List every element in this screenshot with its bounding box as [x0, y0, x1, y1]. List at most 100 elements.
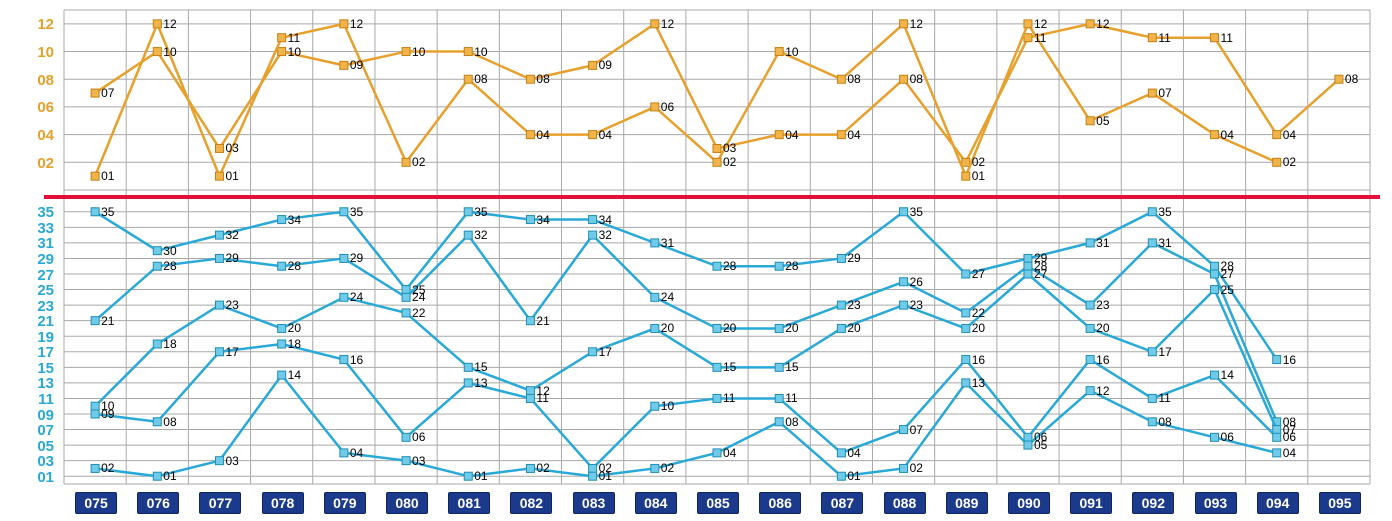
value-label: 29 — [847, 251, 860, 265]
value-label: 35 — [350, 205, 363, 219]
value-label: 06 — [1283, 430, 1296, 444]
x-category-label: 085 — [697, 492, 739, 514]
value-label: 04 — [536, 128, 549, 142]
value-label: 04 — [1221, 128, 1234, 142]
x-category-label: 077 — [199, 492, 241, 514]
x-category-label: 091 — [1070, 492, 1112, 514]
value-label: 21 — [536, 314, 549, 328]
value-label: 34 — [599, 213, 612, 227]
value-label: 31 — [661, 236, 674, 250]
y-tick-label: 03 — [0, 453, 54, 470]
x-category-label: 090 — [1008, 492, 1050, 514]
value-label: 10 — [288, 45, 301, 59]
value-label: 02 — [723, 155, 736, 169]
value-label: 07 — [101, 86, 114, 100]
value-label: 08 — [785, 415, 798, 429]
y-tick-label: 33 — [0, 220, 54, 237]
value-label: 24 — [661, 290, 674, 304]
x-category-label: 092 — [1132, 492, 1174, 514]
value-label: 02 — [536, 461, 549, 475]
value-label: 26 — [910, 275, 923, 289]
x-category-label: 087 — [821, 492, 863, 514]
value-label: 15 — [785, 360, 798, 374]
y-tick-label: 07 — [0, 422, 54, 439]
value-label: 11 — [1158, 391, 1170, 405]
value-label: 11 — [723, 391, 735, 405]
value-label: 01 — [101, 169, 114, 183]
value-label: 31 — [1158, 236, 1171, 250]
value-label: 20 — [661, 321, 674, 335]
y-tick-label: 35 — [0, 204, 54, 221]
value-label: 14 — [1221, 368, 1234, 382]
value-label: 12 — [350, 17, 363, 31]
value-label: 27 — [1034, 267, 1047, 281]
value-label: 35 — [474, 205, 487, 219]
value-label: 08 — [847, 72, 860, 86]
value-label: 20 — [1096, 321, 1109, 335]
x-category-label: 094 — [1257, 492, 1299, 514]
value-label: 31 — [1096, 236, 1109, 250]
value-label: 02 — [661, 461, 674, 475]
x-category-label: 075 — [75, 492, 117, 514]
value-label: 09 — [350, 58, 363, 72]
x-category-label: 083 — [573, 492, 615, 514]
value-label: 12 — [163, 17, 176, 31]
value-label: 13 — [474, 376, 487, 390]
value-label: 01 — [972, 169, 985, 183]
value-label: 28 — [288, 259, 301, 273]
value-label: 01 — [474, 469, 487, 483]
value-label: 11 — [1034, 31, 1046, 45]
value-label: 04 — [599, 128, 612, 142]
value-label: 08 — [474, 72, 487, 86]
value-label: 02 — [972, 155, 985, 169]
value-label: 15 — [474, 360, 487, 374]
value-label: 04 — [1283, 128, 1296, 142]
value-label: 08 — [536, 72, 549, 86]
value-label: 09 — [599, 58, 612, 72]
value-label: 18 — [288, 337, 301, 351]
y-tick-label: 25 — [0, 282, 54, 299]
value-label: 22 — [972, 306, 985, 320]
y-tick-label: 06 — [0, 99, 54, 116]
value-label: 29 — [225, 251, 238, 265]
value-label: 11 — [1158, 31, 1170, 45]
value-label: 12 — [910, 17, 923, 31]
value-label: 25 — [1221, 283, 1234, 297]
value-label: 27 — [972, 267, 985, 281]
value-label: 02 — [910, 461, 923, 475]
value-label: 04 — [350, 446, 363, 460]
y-tick-label: 15 — [0, 360, 54, 377]
value-label: 02 — [101, 461, 114, 475]
value-label: 11 — [536, 391, 548, 405]
chart-stage: 0710031009101008091203040408021112111104… — [0, 0, 1392, 521]
value-label: 07 — [910, 423, 923, 437]
value-label: 10 — [785, 45, 798, 59]
value-label: 17 — [599, 345, 612, 359]
value-label: 12 — [1096, 384, 1109, 398]
x-category-label: 082 — [510, 492, 552, 514]
chart-svg — [0, 0, 1392, 521]
x-category-label: 088 — [884, 492, 926, 514]
value-label: 17 — [1158, 345, 1171, 359]
value-label: 12 — [1034, 17, 1047, 31]
value-label: 08 — [910, 72, 923, 86]
value-label: 05 — [1096, 114, 1109, 128]
value-label: 11 — [1221, 31, 1233, 45]
value-label: 10 — [661, 399, 674, 413]
y-tick-label: 19 — [0, 329, 54, 346]
value-label: 27 — [1221, 267, 1234, 281]
value-label: 05 — [1034, 438, 1047, 452]
value-label: 10 — [474, 45, 487, 59]
x-category-label: 093 — [1195, 492, 1237, 514]
value-label: 04 — [847, 128, 860, 142]
y-tick-label: 05 — [0, 438, 54, 455]
y-tick-label: 13 — [0, 375, 54, 392]
value-label: 21 — [101, 314, 114, 328]
y-tick-label: 21 — [0, 313, 54, 330]
value-label: 06 — [412, 430, 425, 444]
value-label: 20 — [288, 321, 301, 335]
value-label: 01 — [599, 469, 612, 483]
value-label: 08 — [1345, 72, 1358, 86]
value-label: 20 — [972, 321, 985, 335]
y-tick-label: 11 — [0, 391, 54, 408]
